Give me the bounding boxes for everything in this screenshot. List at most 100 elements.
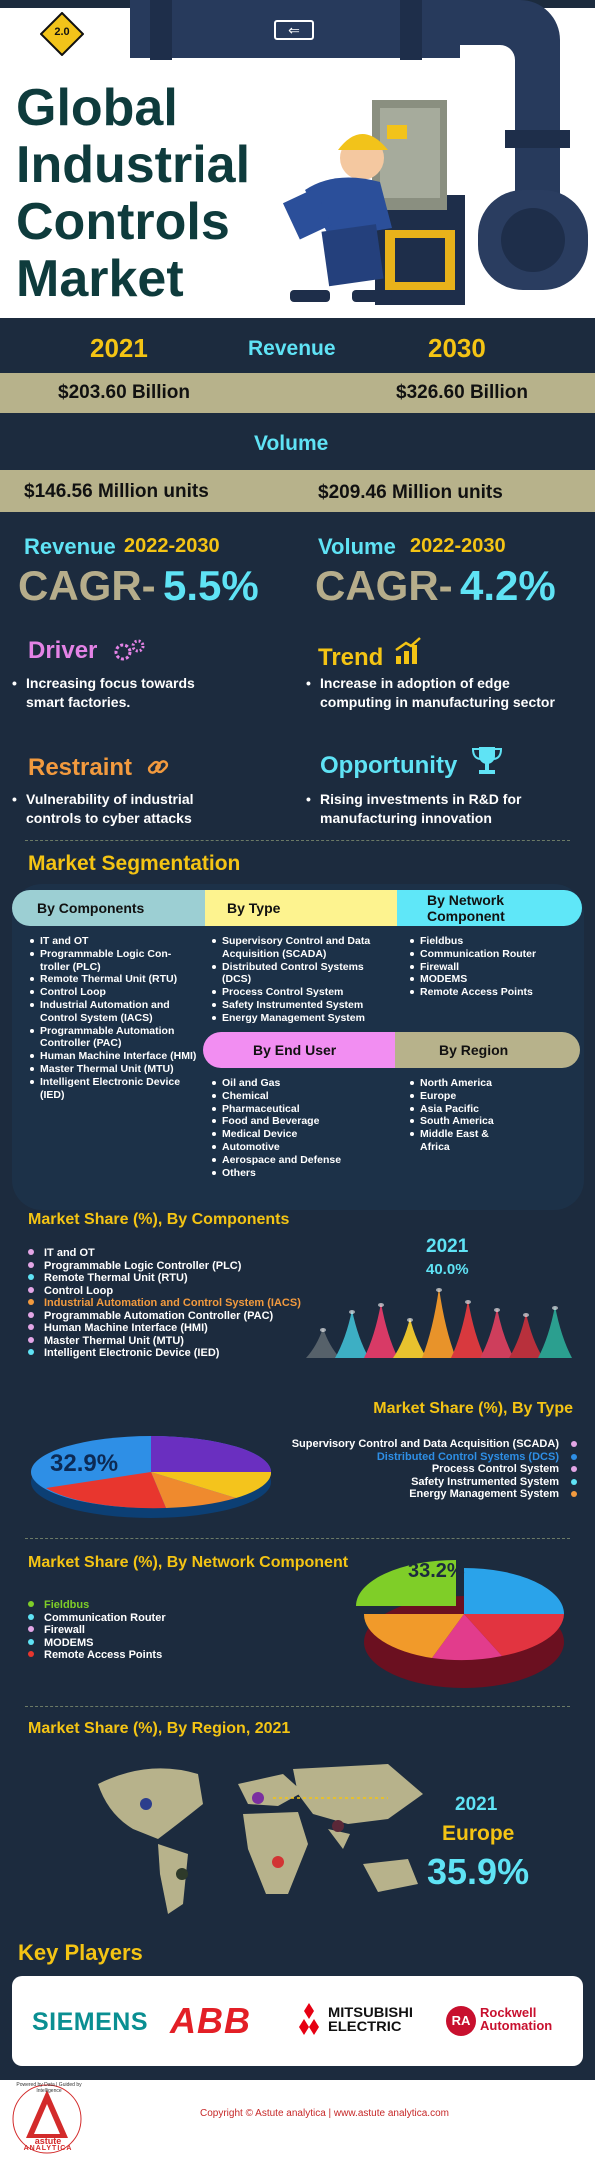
cone-highlight	[436, 1288, 442, 1292]
opportunity-text: Rising investments in R&D for manufactur…	[306, 790, 566, 828]
cone-highlight	[523, 1313, 529, 1317]
cagr-revenue-period: 2022-2030	[124, 535, 220, 557]
key-players-logos: SIEMENS ABB MITSUBISHI ELECTRIC RA Rockw…	[12, 1976, 583, 2066]
revenue-value-start: $203.60 Billion	[58, 382, 191, 403]
segmentation-title: Market Segmentation	[28, 852, 241, 875]
volume-value-start: $146.56 Million units	[24, 481, 209, 502]
cone-highlight	[320, 1328, 326, 1332]
share-type-title: Market Share (%), By Type	[373, 1400, 573, 1417]
legend-item: Firewall	[28, 1624, 228, 1637]
trend-title: Trend	[318, 644, 384, 671]
revenue-values-band: $203.60 Billion $326.60 Billion	[0, 373, 595, 413]
share-type-pie	[31, 1436, 272, 1518]
astute-analytica-logo	[12, 2084, 82, 2154]
volume-label: Volume	[254, 432, 329, 455]
legend-item: Fieldbus	[28, 1599, 228, 1612]
cagr-revenue-value: 5.5%	[163, 562, 259, 609]
seg-components-list: IT and OT Programmable Logic Con-troller…	[28, 935, 198, 1101]
legend-item: MODEMS	[28, 1637, 228, 1650]
rockwell-automation-logo: Rockwell Automation	[480, 2005, 553, 2033]
segmentation-panel: By Components By Type By Network Compone…	[12, 884, 584, 1210]
legend-item: Remote Access Points	[28, 1649, 228, 1662]
cone-mark	[364, 1303, 398, 1358]
divider	[25, 1706, 570, 1707]
copyright-text: Copyright © Astute analytica | www.astut…	[200, 2108, 449, 2119]
volume-values-band: $146.56 Million units $209.46 Million un…	[0, 470, 595, 512]
legend-item: Programmable Automation Controller (PAC)	[28, 1310, 328, 1323]
logo-ring-text: Powered by Data | Guided by Intelligence	[16, 2082, 82, 2094]
driver-title: Driver	[28, 637, 98, 664]
cone-mark	[306, 1328, 340, 1358]
footer: Powered by Data | Guided by Intelligence…	[0, 2080, 595, 2157]
key-players-title: Key Players	[18, 1940, 143, 1965]
share-network-legend: Fieldbus Communication Router Firewall M…	[28, 1599, 228, 1662]
logo-name: astute	[34, 2136, 62, 2146]
revenue-label: Revenue	[248, 337, 336, 360]
seg-components-header: By Components	[12, 890, 217, 926]
mitsubishi-electric-logo: MITSUBISHI ELECTRIC	[327, 2004, 413, 2034]
abb-logo: ABB	[170, 2000, 251, 2041]
legend-item: Safety Instrumented System	[277, 1476, 577, 1489]
legend-item: Control Loop	[28, 1285, 328, 1298]
cone-mark	[422, 1288, 456, 1358]
revenue-value-end: $326.60 Billion	[396, 382, 529, 403]
share-components-title: Market Share (%), By Components	[28, 1211, 290, 1228]
cone-highlight	[349, 1310, 355, 1314]
legend-item: Communication Router	[28, 1612, 228, 1625]
seg-end-user-header: By End User	[203, 1032, 403, 1068]
share-components-year: 2021	[426, 1236, 469, 1257]
gears-icon	[114, 639, 145, 661]
driver-text: Increasing focus towards smart factories…	[12, 674, 222, 712]
cagr-volume-prefix: CAGR-	[315, 562, 453, 609]
legend-item: Energy Management System	[277, 1488, 577, 1501]
legend-item: Process Control System	[277, 1463, 577, 1476]
share-components-legend: IT and OT Programmable Logic Controller …	[28, 1247, 328, 1360]
growth-chart-icon	[395, 637, 421, 664]
share-type-legend: Supervisory Control and Data Acquisition…	[277, 1438, 577, 1501]
legend-item: Human Machine Interface (HMI)	[28, 1322, 328, 1335]
cone-mark	[538, 1306, 572, 1358]
divider	[25, 1538, 570, 1539]
opportunity-title: Opportunity	[320, 752, 458, 779]
seg-end-user-list: Oil and Gas Chemical Pharmaceutical Food…	[210, 1077, 395, 1179]
share-network-pie	[356, 1560, 564, 1688]
warning-sign-icon	[40, 12, 84, 56]
trend-text: Increase in adoption of edge computing i…	[306, 674, 566, 712]
cone-highlight	[552, 1306, 558, 1310]
rockwell-icon: RA	[446, 2006, 476, 2036]
volume-value-end: $209.46 Million units	[318, 482, 503, 503]
world-map	[98, 1764, 423, 1914]
siemens-logo: SIEMENS	[32, 2008, 149, 2036]
restraint-text: Vulnerability of industrial controls to …	[12, 790, 242, 828]
share-type-value: 32.9%	[50, 1450, 119, 1477]
revenue-year-start: 2021	[90, 333, 148, 363]
cone-mark	[480, 1308, 514, 1358]
seg-region-list: North America Europe Asia Pacific South …	[408, 1077, 498, 1154]
cone-mark	[451, 1300, 485, 1358]
legend-item: Intelligent Electronic Device (IED)	[28, 1347, 328, 1360]
seg-network-header: By Network Component	[397, 890, 582, 926]
legend-item: Master Thermal Unit (MTU)	[28, 1335, 328, 1348]
cone-mark	[393, 1318, 427, 1358]
cone-highlight	[407, 1318, 413, 1322]
direction-arrow-sign: ⇐	[274, 20, 314, 40]
pipeline-illustration	[0, 0, 595, 305]
logo-sub: ANALYTICA	[23, 2145, 73, 2152]
trophy-icon	[471, 747, 503, 774]
share-components-value: 40.0%	[426, 1261, 469, 1278]
legend-item: Supervisory Control and Data Acquisition…	[277, 1438, 577, 1451]
share-region-value: 35.9%	[427, 1851, 530, 1892]
legend-item: Distributed Control Systems (DCS)	[277, 1451, 577, 1464]
legend-item: Programmable Logic Controller (PLC)	[28, 1260, 328, 1273]
revenue-year-end: 2030	[428, 333, 486, 363]
seg-network-list: Fieldbus Communication Router Firewall M…	[408, 935, 578, 999]
cone-highlight	[378, 1303, 384, 1307]
hero-banner: ⇐ 2.0 Global Industrial Controls Market	[0, 0, 595, 318]
cone-mark	[509, 1313, 543, 1358]
mitsubishi-diamonds-icon	[299, 2003, 319, 2035]
seg-region-header: By Region	[395, 1032, 580, 1068]
link-icon	[147, 760, 169, 774]
legend-item: Industrial Automation and Control System…	[28, 1297, 328, 1310]
legend-item: Remote Thermal Unit (RTU)	[28, 1272, 328, 1285]
share-region-year: 2021	[455, 1794, 498, 1815]
